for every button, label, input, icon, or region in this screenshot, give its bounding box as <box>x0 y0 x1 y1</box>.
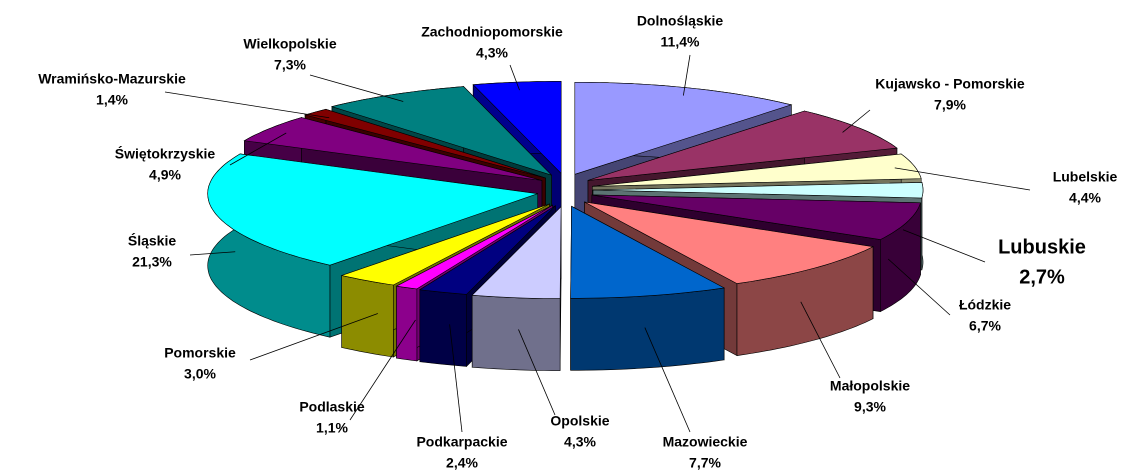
leader-line <box>449 324 463 433</box>
value-label: 7,9% <box>934 97 966 113</box>
value-label: 1,4% <box>96 92 128 108</box>
slice-label: Lubelskie <box>1053 169 1118 185</box>
slice <box>303 108 546 179</box>
slice <box>574 82 793 175</box>
leader-line <box>800 301 841 379</box>
slice <box>471 205 562 299</box>
slice <box>418 205 556 295</box>
leader-line <box>894 167 1031 191</box>
leader-line <box>644 327 691 433</box>
slice-label: Lubuskie <box>998 236 1086 258</box>
leader-line <box>842 109 871 133</box>
leader-line <box>509 64 520 91</box>
leader-line <box>189 251 236 256</box>
slice-label: Łódzkie <box>959 297 1011 313</box>
slice <box>207 153 538 266</box>
value-label: 21,3% <box>132 254 172 270</box>
slice-label: Małopolskie <box>830 378 910 394</box>
slice <box>395 204 553 290</box>
slice-label: Wielkopolskie <box>243 36 336 52</box>
leader-line <box>229 132 287 166</box>
value-label: 4,9% <box>149 167 181 183</box>
slice <box>471 205 562 371</box>
slice-label: Kujawsko - Pomorskie <box>875 76 1025 92</box>
leader-line <box>349 319 416 421</box>
slice <box>243 117 542 181</box>
value-label: 9,3% <box>854 399 886 415</box>
slice <box>570 205 726 371</box>
slice-side <box>419 289 467 367</box>
leader-line <box>164 91 330 119</box>
slice <box>330 86 552 176</box>
value-label: 4,3% <box>564 434 596 450</box>
value-label: 1,1% <box>316 420 348 436</box>
slice-label: Zachodniopomorskie <box>421 24 563 40</box>
slice-label: Wramińsko-Mazurskie <box>38 71 186 87</box>
value-label: 4,4% <box>1069 190 1101 206</box>
leader-line <box>682 54 691 96</box>
slice <box>340 203 550 286</box>
slice <box>584 201 874 284</box>
slice <box>592 153 922 187</box>
value-label: 6,7% <box>969 318 1001 334</box>
leader-line <box>887 258 951 316</box>
slice-side <box>471 294 561 371</box>
slice-label: Śląskie <box>128 232 176 249</box>
slice-label: Podkarpackie <box>416 434 507 450</box>
slice-label: Dolnośląskie <box>637 13 724 29</box>
slice <box>570 205 726 299</box>
slice-side <box>341 275 394 358</box>
slice <box>587 110 898 181</box>
slice-side <box>396 285 418 362</box>
slice-label: Podlaskie <box>299 399 365 415</box>
leader-line <box>249 313 378 361</box>
leader-line <box>309 74 404 102</box>
slice <box>592 182 924 199</box>
value-label: 2,4% <box>446 455 478 471</box>
value-label: 7,3% <box>274 57 306 73</box>
slice-side <box>570 287 725 371</box>
value-label: 2,7% <box>1019 266 1065 288</box>
value-label: 4,3% <box>476 45 508 61</box>
value-label: 3,0% <box>184 366 216 382</box>
slice-label: Opolskie <box>550 413 609 429</box>
value-label: 7,7% <box>689 455 721 471</box>
slice <box>591 194 921 240</box>
slice-label: Świętokrzyskie <box>115 145 216 162</box>
slice-label: Pomorskie <box>164 345 236 361</box>
value-label: 11,4% <box>661 34 700 50</box>
slice-label: Mazowieckie <box>663 434 748 450</box>
leader-line <box>902 229 986 263</box>
leader-line <box>518 329 556 416</box>
